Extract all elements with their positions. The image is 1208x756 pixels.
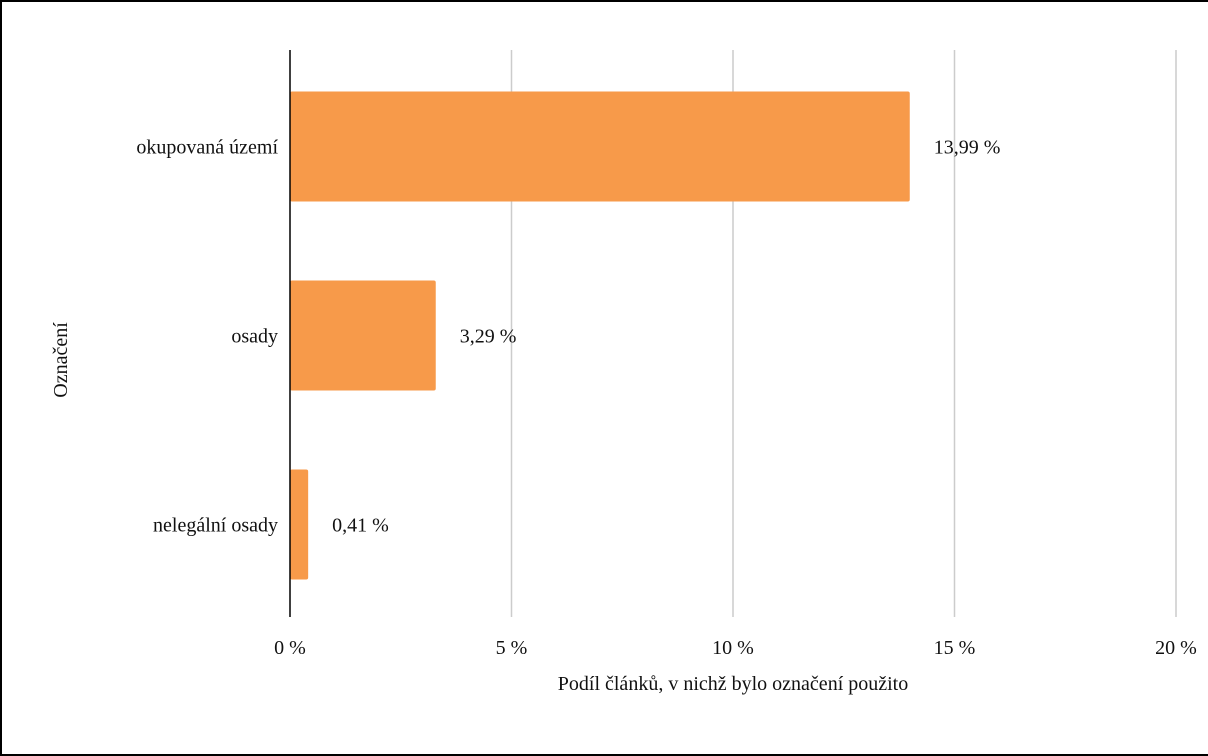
x-axis-title: Podíl článků, v nichž bylo označení použ… <box>558 673 908 695</box>
category-label: okupovaná území <box>136 137 278 159</box>
category-label: osady <box>231 326 278 348</box>
value-label: 13,99 % <box>934 137 1001 159</box>
x-tick-label: 10 % <box>712 637 754 659</box>
x-tick-label: 15 % <box>934 637 976 659</box>
bar <box>290 469 309 580</box>
category-labels: okupovaná území osady nelegální osady <box>136 137 278 537</box>
x-tick-label: 5 % <box>496 637 528 659</box>
bars <box>290 91 910 580</box>
value-label: 0,41 % <box>332 515 389 537</box>
x-tick-labels: 0 % 5 % 10 % 15 % 20 % <box>274 637 1197 659</box>
y-axis-title: Označení <box>50 322 72 398</box>
value-label: 3,29 % <box>460 326 517 348</box>
bar <box>290 91 910 202</box>
value-labels: 13,99 % 3,29 % 0,41 % <box>332 137 1000 537</box>
x-tick-label: 0 % <box>274 637 306 659</box>
bar <box>290 280 436 391</box>
category-label: nelegální osady <box>153 515 278 537</box>
x-tick-label: 20 % <box>1155 637 1197 659</box>
